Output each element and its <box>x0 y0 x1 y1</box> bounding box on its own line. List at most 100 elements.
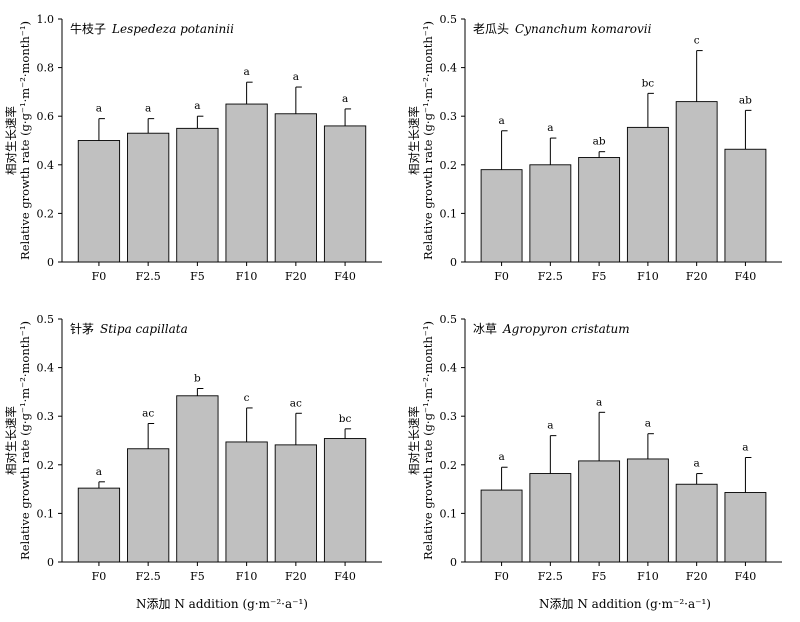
panel-title: 针茅 Stipa capillata <box>70 321 188 336</box>
significance-label: a <box>96 466 102 478</box>
chart-panel-lespedeza: 0 0.2 0.4 0.6 0.8 1.0 a F0 a F2.5 a F5 a F10 a F20 a F40 牛… <box>4 13 382 283</box>
y-axis-title-cn: 相对生长速率 <box>4 406 18 475</box>
y-tick-label: 0.4 <box>440 62 458 75</box>
panel-title-latin: Agropyron cristatum <box>502 322 630 336</box>
y-tick-label: 0 <box>47 556 54 569</box>
y-tick-label: 0.3 <box>37 410 55 423</box>
bar <box>274 444 317 563</box>
y-tick-label: 0 <box>450 256 457 269</box>
x-tick-label: F40 <box>334 270 356 283</box>
significance-label: c <box>244 392 250 404</box>
bar <box>626 458 669 563</box>
x-tick-label: F40 <box>735 270 757 283</box>
y-tick-label: 0.3 <box>440 410 458 423</box>
y-tick-label: 0.5 <box>440 313 458 326</box>
bar <box>626 126 669 263</box>
y-tick-label: 0.4 <box>37 159 55 172</box>
chart-panel-cynanchum: 0 0.1 0.2 0.3 0.4 0.5 a F0 a F2.5 ab F5 bc F10 c F20 ab F… <box>407 13 782 283</box>
significance-label: a <box>547 122 553 134</box>
chart-panel-stipa: 0 0.1 0.2 0.3 0.4 0.5 a F0 ac F2.5 b F5 c F10 ac F20 bc F… <box>4 313 382 583</box>
y-axis-title-en: Relative growth rate (g·g⁻¹·m⁻²·month⁻¹) <box>18 21 32 260</box>
significance-label: a <box>293 71 299 83</box>
significance-label: a <box>694 458 700 470</box>
y-tick-label: 0.3 <box>440 110 458 123</box>
x-tick-label: F5 <box>190 570 205 583</box>
y-tick-label: 0.1 <box>440 507 458 520</box>
x-tick-label: F2.5 <box>136 570 161 583</box>
x-tick-label: F5 <box>190 270 205 283</box>
x-tick-label: F2.5 <box>136 270 161 283</box>
bar <box>578 460 621 563</box>
bar <box>480 169 523 263</box>
bar <box>77 140 121 263</box>
x-tick-label: F20 <box>686 570 708 583</box>
bar <box>323 125 367 263</box>
panel-title-cn: 老瓜头 <box>473 22 509 36</box>
bar <box>176 395 219 563</box>
y-axis-title-en: Relative growth rate (g·g⁻¹·m⁻²·month⁻¹) <box>421 321 435 560</box>
y-tick-label: 0.8 <box>37 62 55 75</box>
significance-label: bc <box>339 413 352 425</box>
x-tick-label: F20 <box>285 570 307 583</box>
y-tick-label: 0.6 <box>37 110 55 123</box>
x-tick-label: F10 <box>637 570 659 583</box>
bar <box>578 157 621 263</box>
significance-label: a <box>342 93 348 105</box>
significance-label: ac <box>142 407 154 419</box>
bar <box>529 473 572 563</box>
significance-label: ab <box>593 136 606 148</box>
bar <box>176 127 219 263</box>
significance-label: a <box>194 100 200 112</box>
y-tick-label: 0.4 <box>37 362 55 375</box>
significance-label: a <box>145 103 151 115</box>
x-tick-label: F0 <box>494 270 509 283</box>
y-tick-label: 0.5 <box>440 13 458 26</box>
x-tick-label: F20 <box>285 270 307 283</box>
significance-label: a <box>498 451 504 463</box>
x-axis-title-right: N添加 N addition (g·m⁻²·a⁻¹) <box>539 597 711 611</box>
bar <box>675 483 718 563</box>
x-tick-label: F20 <box>686 270 708 283</box>
y-tick-label: 0.1 <box>37 507 55 520</box>
panel-title-latin: Cynanchum komarovii <box>515 22 652 36</box>
x-tick-label: F0 <box>92 270 107 283</box>
bar <box>225 441 268 563</box>
bar <box>724 148 767 263</box>
x-tick-label: F2.5 <box>538 270 563 283</box>
x-tick-label: F5 <box>592 270 607 283</box>
x-tick-label: F2.5 <box>538 570 563 583</box>
bar <box>127 448 170 563</box>
x-tick-label: F40 <box>334 570 356 583</box>
y-axis-title-cn: 相对生长速率 <box>407 406 421 475</box>
significance-label: a <box>645 418 651 430</box>
y-tick-label: 0 <box>450 556 457 569</box>
significance-label: a <box>742 442 748 454</box>
panel-title-latin: Lespedeza potaninii <box>111 22 234 36</box>
panel-title-cn: 针茅 <box>70 321 94 336</box>
y-axis-title-en: Relative growth rate (g·g⁻¹·m⁻²·month⁻¹) <box>421 21 435 260</box>
bar <box>323 438 367 563</box>
y-tick-label: 0.4 <box>440 362 458 375</box>
significance-label: bc <box>642 77 655 89</box>
panel-title-latin: Stipa capillata <box>100 322 188 336</box>
bar <box>529 164 572 263</box>
y-tick-label: 0 <box>47 256 54 269</box>
bar <box>225 103 268 263</box>
significance-label: a <box>498 115 504 127</box>
panel-title-cn: 冰草 <box>473 322 497 336</box>
panel-title: 牛枝子 Lespedeza potaninii <box>70 21 234 36</box>
y-tick-label: 0.1 <box>440 207 458 220</box>
x-tick-label: F10 <box>637 270 659 283</box>
panel-title: 冰草 Agropyron cristatum <box>473 322 630 336</box>
bar <box>480 489 523 563</box>
panel-title-cn: 牛枝子 <box>70 21 106 36</box>
x-tick-label: F10 <box>236 270 258 283</box>
x-tick-label: F10 <box>236 570 258 583</box>
significance-label: a <box>243 66 249 78</box>
x-tick-label: F40 <box>735 570 757 583</box>
x-tick-label: F0 <box>494 570 509 583</box>
y-axis-title-cn: 相对生长速率 <box>4 106 18 175</box>
bar <box>127 132 170 263</box>
significance-label: a <box>547 420 553 432</box>
y-tick-label: 0.2 <box>37 459 55 472</box>
